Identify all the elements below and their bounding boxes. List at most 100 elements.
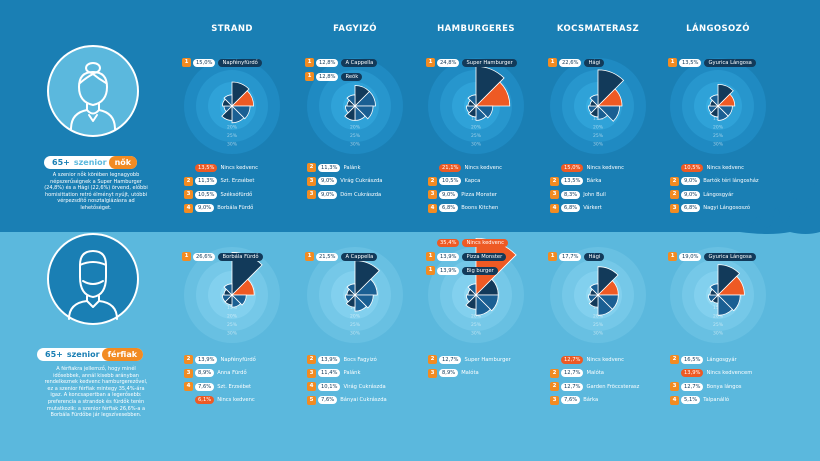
rose-slice [467,283,477,296]
ring-tick-label: 20% [713,314,724,320]
rank-badge: 1 [305,252,314,261]
value-label: 6,8% [561,204,581,212]
ring-tick-label: 30% [471,331,482,337]
rank-badge: 2 [670,190,679,199]
rose-slice [231,105,251,120]
list-item-0: 10,5% Nincs kedvenc [670,163,744,172]
value-label: 12,7% [681,382,704,391]
rose-slice [589,94,599,107]
rose-slice [467,105,477,118]
value-label: 10,5% [681,163,704,172]
place-name: Nincs kedvenc [586,356,625,363]
ring-tick-label: 30% [227,331,238,337]
place-name: Lángosgyár [703,191,734,198]
rose-slice [344,105,356,114]
rank-badge: 1 [426,266,435,275]
list-item-2: 3 8,3% John Bull [550,190,606,199]
rose-slice [223,283,233,296]
value-label: 12,7% [561,382,584,391]
list-item-3: 4 6,8% Boons Kitchen [428,203,498,213]
top-tag-0: 1 21,5% A Cappella [305,252,378,261]
value-label: 13,5% [195,163,218,172]
woman-avatar [47,45,139,137]
age-label: 65+ [45,350,63,359]
list-item-2: 3 12,7% Bonya lángos [670,382,741,391]
top-tag-2: 1 13,9% Big burger [426,266,498,275]
list-item-2: 3 9,0% Pizza Monster [428,190,497,199]
ring-tick-label: 25% [227,133,238,139]
list-item-3: 4 6,8% Várkert [550,203,602,213]
men-description: A férfiakra jellemző, hogy minél idősebb… [44,366,148,419]
value-label: 12,7% [561,369,584,377]
place-name: Nincs kedvenc [464,164,503,171]
place-name: Nincs kedvenc [217,397,255,403]
list-item-2: 2 9,0% Lángosgyár [670,190,733,199]
value-label: 12,7% [561,355,584,364]
rank-badge: 4 [307,382,316,391]
rose-chart-women-4: 15%20%25%30% [670,58,766,154]
value-label: 13,9% [437,252,460,261]
rank-badge: 2 [307,355,316,364]
value-label: 9,0% [318,190,338,199]
rose-slice [475,105,487,121]
rose-slice [465,294,477,303]
list-item-0: 13,5% Nincs kedvenc [184,163,258,172]
list-item-3: 6,1% Nincs kedvenc [184,396,255,405]
place-name: Pizza Monster [461,191,497,198]
place-name: Hági [584,252,605,261]
top-tag-0: 1 17,7% Hági [548,252,605,261]
list-item-1: 3 8,9% Malóta [428,368,479,378]
rose-slice [344,105,356,121]
place-name: Nagyi Lángososzó [703,205,750,211]
rose-slice [354,90,376,107]
place-name: Super Hamburger [464,356,511,363]
rank-badge: 2 [670,355,679,364]
place-name: Big burger [462,266,498,275]
ring-tick-label: 20% [593,125,604,131]
rose-slice [231,294,242,308]
list-item-3: 3 6,8% Nagyi Lángososzó [670,203,750,213]
value-label: 26,6% [193,252,216,261]
rose-slice [709,94,719,107]
gender-tag: nők [108,156,138,169]
rose-slice [597,294,613,316]
place-name: Super Hamburger [462,58,517,67]
rose-chart-men-3: 15%20%25%30% [550,247,646,343]
top-tag-0: 1 26,6% Borbála Fürdő [182,252,263,261]
place-name: Szt. Erzsébet [217,383,252,390]
rose-slice [717,294,733,316]
rank-badge: 4 [428,203,437,213]
age-label: 65+ [52,158,70,167]
rank-badge: 3 [550,190,559,199]
list-item-0: 2 13,9% Bocs Fagyizó [307,355,377,364]
place-name: Malóta [586,370,604,376]
woman-icon [70,62,116,130]
column-header-kocsmaterasz: KOCSMATERASZ [556,24,640,34]
value-label: 6,8% [681,204,701,212]
rose-slice [354,260,380,296]
rose-slice [717,275,745,296]
place-name: Garden Fröccsterasz [586,383,640,390]
ring-tick-label: 30% [350,142,361,148]
value-label: 7,6% [318,396,338,404]
list-item-0: 2 12,7% Super Hamburger [428,355,511,364]
rose-slice [589,105,599,118]
rank-badge: 3 [428,368,437,378]
value-label: 10,5% [195,190,218,199]
place-name: Pizza Monster [462,252,507,261]
ring-tick-label: 20% [227,125,238,131]
rose-slice [588,294,599,308]
top-tag-0: 1 15,0% Napfényfürdő [182,58,262,67]
rank-badge: 1 [182,252,191,261]
rank-badge: 4 [184,203,193,213]
list-item-0: 2 16,5% Lángosgyár [670,355,737,364]
value-label: 7,6% [195,382,215,391]
senior-label: szenior [66,350,100,359]
list-item-1: 2 10,5% Kapca [428,176,480,186]
rank-badge: 3 [307,176,316,186]
place-name: Bocs Fagyizó [343,356,377,363]
list-item-3: 4 9,0% Borbála Fürdő [184,203,253,213]
rank-badge: 2 [184,176,193,186]
rose-slice [465,294,477,310]
rank-badge [550,163,559,172]
